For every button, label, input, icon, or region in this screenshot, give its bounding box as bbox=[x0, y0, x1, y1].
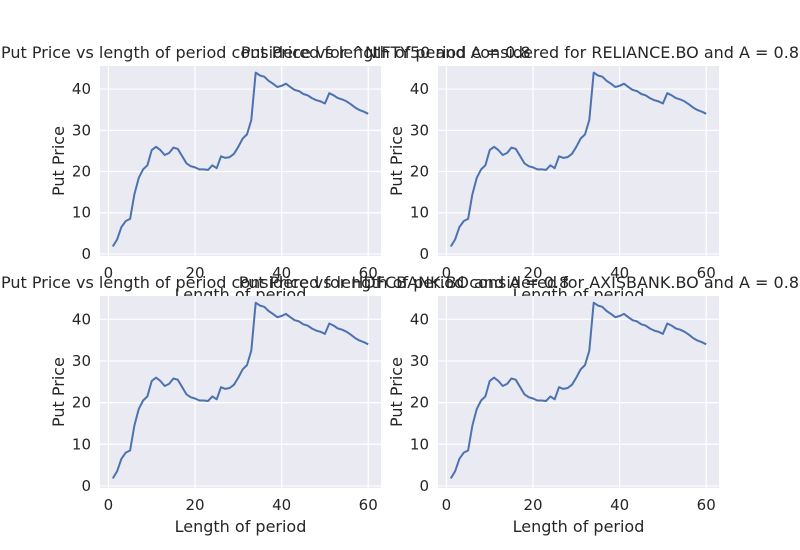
y-tick-label: 0 bbox=[419, 477, 429, 495]
y-tick-label: 0 bbox=[81, 245, 91, 263]
y-tick-label: 20 bbox=[410, 163, 429, 181]
y-tick-label: 30 bbox=[410, 121, 429, 139]
x-tick-label: 40 bbox=[272, 264, 291, 282]
x-tick-label: 40 bbox=[610, 264, 629, 282]
y-tick-label: 40 bbox=[410, 80, 429, 98]
y-axis-label: Put Price bbox=[49, 357, 68, 427]
put-price-line bbox=[449, 301, 707, 479]
x-tick-label: 0 bbox=[442, 496, 452, 514]
y-tick-label: 20 bbox=[410, 394, 429, 412]
y-tick-label: 10 bbox=[72, 204, 91, 222]
x-tick-label: 40 bbox=[272, 496, 291, 514]
y-axis-label: Put Price bbox=[49, 126, 68, 196]
x-tick-label: 60 bbox=[359, 264, 378, 282]
plot-area bbox=[100, 296, 381, 488]
subplot-title: Put Price vs length of period considered… bbox=[1, 43, 531, 62]
subplot-4: 0 20 40 60 0 10 20 30 40 Length of period Put Pric… bbox=[387, 296, 719, 536]
plot-area bbox=[438, 66, 719, 256]
put-price-line bbox=[111, 71, 369, 248]
y-axis-label: Put Price bbox=[387, 126, 406, 196]
put-price-line bbox=[449, 71, 707, 248]
subplot-title: Put Price vs length of period considered… bbox=[241, 43, 799, 62]
y-tick-label: 10 bbox=[72, 435, 91, 453]
y-tick-label: 10 bbox=[410, 435, 429, 453]
y-tick-label: 0 bbox=[81, 477, 91, 495]
x-tick-label: 60 bbox=[697, 264, 716, 282]
x-tick-label: 20 bbox=[523, 496, 542, 514]
x-axis-label: Length of period bbox=[175, 517, 307, 536]
x-tick-label: 40 bbox=[610, 496, 629, 514]
x-tick-label: 20 bbox=[185, 264, 204, 282]
y-tick-label: 0 bbox=[419, 245, 429, 263]
y-tick-label: 30 bbox=[72, 121, 91, 139]
x-tick-label: 20 bbox=[185, 496, 204, 514]
plot-area bbox=[438, 296, 719, 488]
x-tick-label: 60 bbox=[359, 496, 378, 514]
y-tick-label: 20 bbox=[72, 163, 91, 181]
x-tick-label: 0 bbox=[104, 496, 114, 514]
x-tick-label: 60 bbox=[697, 496, 716, 514]
y-tick-label: 40 bbox=[72, 310, 91, 328]
y-tick-label: 10 bbox=[410, 204, 429, 222]
y-tick-label: 40 bbox=[72, 80, 91, 98]
y-tick-label: 30 bbox=[72, 352, 91, 370]
subplot-3: 0 20 40 60 0 10 20 30 40 Length of period Put Pric… bbox=[49, 296, 381, 536]
subplot-title: Put Price vs length of period considered… bbox=[239, 273, 799, 292]
x-tick-label: 20 bbox=[523, 264, 542, 282]
y-tick-label: 20 bbox=[72, 394, 91, 412]
subplot-title: Put Price vs length of period considered… bbox=[1, 273, 569, 292]
x-tick-label: 0 bbox=[442, 264, 452, 282]
y-tick-label: 40 bbox=[410, 310, 429, 328]
x-axis-label: Length of period bbox=[513, 517, 645, 536]
put-price-line bbox=[111, 301, 369, 479]
x-tick-label: 0 bbox=[104, 264, 114, 282]
y-tick-label: 30 bbox=[410, 352, 429, 370]
y-axis-label: Put Price bbox=[387, 357, 406, 427]
plot-area bbox=[100, 66, 381, 256]
